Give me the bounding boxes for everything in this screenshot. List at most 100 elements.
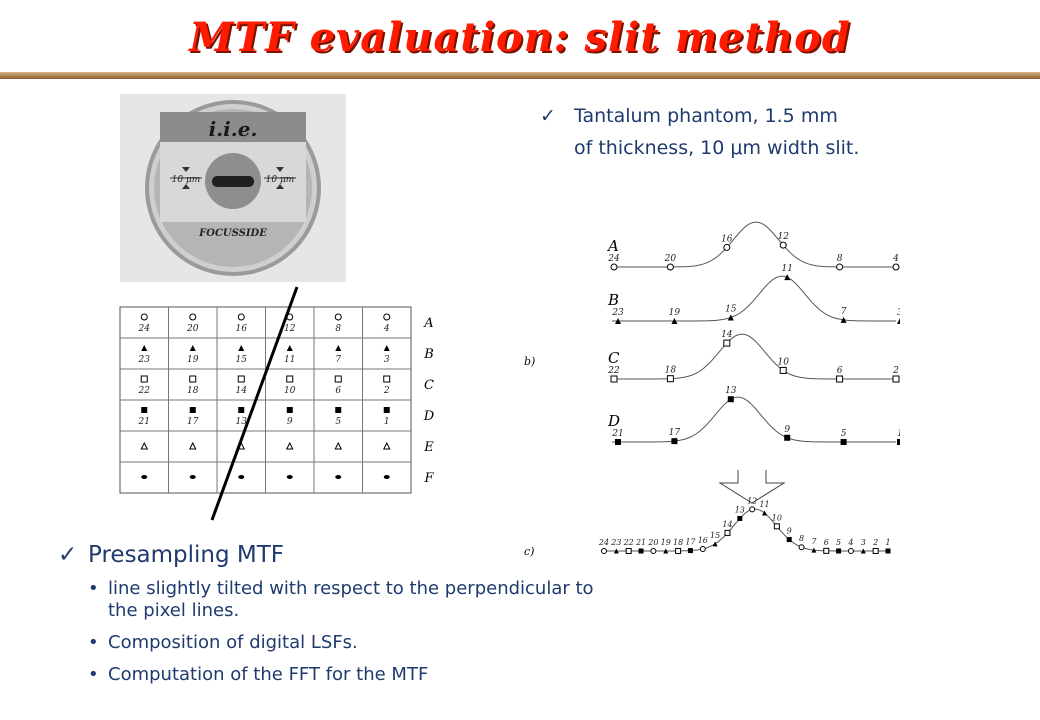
marker-square-open	[625, 548, 632, 554]
marker-triangle-open	[334, 441, 343, 450]
composite-point-label: 18	[673, 538, 683, 547]
presampling-heading: Presampling MTF	[88, 542, 285, 568]
lsf-row-label: A	[606, 237, 619, 255]
marker-circle	[723, 243, 731, 251]
marker-dot	[238, 475, 245, 479]
composite-point-label: 19	[661, 538, 671, 547]
marker-square	[897, 439, 903, 445]
marker-square	[727, 396, 734, 403]
marker-square-open	[872, 548, 879, 554]
lsf-curve	[612, 333, 896, 380]
marker-triangle	[383, 345, 390, 351]
lsf-point-label: 19	[669, 308, 681, 318]
grid-cell-value: 10	[284, 386, 296, 396]
grid-cell-value: 22	[138, 386, 151, 396]
lsf-row-label: C	[608, 349, 620, 367]
lsf-curve	[612, 396, 896, 443]
lsf-curve	[612, 221, 896, 268]
marker-square	[383, 407, 390, 413]
lsf-point-label: 5	[841, 429, 847, 439]
pixel-grid-diagram: 24 20 16 12 8 4 A 23 19 15 11 7 3 B 22 18 14 10 6 2 C 21 17 13 9…	[118, 305, 438, 495]
grid-cell-value: 17	[187, 417, 199, 427]
marker-circle	[666, 263, 674, 271]
lsf-point-label: 12	[777, 232, 789, 242]
marker-circle	[140, 313, 148, 321]
lsf-point-label: 10	[777, 357, 789, 367]
grid-cell-value: 4	[383, 324, 390, 334]
marker-square	[141, 407, 148, 413]
checkmark-icon: ✓	[58, 542, 78, 568]
grid-cell-value: 11	[284, 355, 295, 365]
presampling-heading-row: ✓ Presampling MTF	[58, 538, 598, 572]
marker-triangle	[762, 510, 768, 516]
marker-circle	[650, 547, 657, 554]
grid-cell-value: 12	[284, 324, 296, 334]
grid-cell-value: 1	[384, 417, 390, 427]
marker-square	[885, 548, 891, 554]
marker-circle	[601, 548, 607, 554]
marker-triangle	[189, 345, 196, 351]
marker-dot	[141, 475, 148, 479]
marker-square	[638, 548, 644, 554]
grid-cell-value: 8	[335, 324, 341, 334]
marker-circle	[699, 545, 706, 552]
marker-circle	[189, 313, 197, 321]
marker-square	[737, 515, 743, 521]
panel-label: c)	[524, 545, 534, 558]
grid-cell-value: 23	[138, 355, 151, 365]
marker-triangle	[613, 548, 619, 554]
grid-cell-value: 24	[138, 324, 151, 334]
marker-triangle	[671, 317, 678, 324]
phantom-slit-right: 10 μm	[266, 175, 295, 185]
composite-point-label: 8	[799, 534, 804, 543]
lsf-point-label: 11	[781, 264, 792, 274]
marker-square	[786, 537, 792, 543]
presampling-bullets: line slightly tilted with respect to the…	[58, 578, 598, 686]
grid-cell-value: 14	[236, 386, 248, 396]
composite-point-label: 14	[722, 520, 732, 529]
marker-circle	[892, 263, 900, 271]
composite-point-label: 7	[811, 537, 817, 546]
lsf-point-label: 9	[784, 425, 790, 435]
marker-square	[335, 407, 342, 413]
lsf-point-label: 2	[892, 366, 899, 376]
grid-cell-value: 18	[187, 386, 199, 396]
marker-square-open	[723, 339, 731, 347]
lsf-point-label: 14	[721, 330, 733, 340]
marker-triangle	[615, 318, 621, 324]
marker-square-open	[779, 366, 787, 374]
marker-triangle	[141, 345, 148, 351]
lsf-point-label: 8	[837, 254, 843, 264]
lsf-point-label: 24	[607, 254, 620, 264]
slide-title: MTF evaluation: slit method	[189, 14, 851, 61]
grid-cell-value: 6	[335, 386, 341, 396]
lsf-point-label: 17	[669, 428, 681, 438]
marker-square-open	[773, 523, 780, 530]
composite-point-label: 11	[759, 500, 769, 509]
lsf-point-label: 4	[892, 254, 899, 264]
composite-point-label: 1	[885, 538, 890, 547]
marker-triangle	[897, 317, 903, 324]
marker-triangle	[811, 547, 817, 553]
composite-point-label: 6	[824, 538, 829, 547]
lsf-point-label: 15	[725, 305, 737, 315]
marker-square-open	[892, 375, 900, 383]
grid-cell-value: 5	[335, 417, 341, 427]
grid-cell-value: 21	[138, 417, 150, 427]
marker-square	[836, 548, 842, 554]
lsf-point-label: 13	[725, 386, 737, 396]
marker-circle	[383, 313, 391, 321]
marker-circle	[836, 263, 844, 271]
grid-row-label: A	[423, 316, 433, 331]
marker-square-open	[286, 375, 294, 383]
marker-triangle	[727, 314, 734, 321]
lsf-point-label: 18	[665, 366, 677, 376]
phantom-image: i.i.e. 10 μm 10 μm FOCUSSIDE	[120, 94, 346, 282]
phantom-note-text: Tantalum phantom, 1.5 mm of thickness, 1…	[574, 105, 860, 159]
phantom-label: FOCUSSIDE	[198, 228, 267, 239]
presampling-section: ✓ Presampling MTF line slightly tilted wi…	[58, 538, 598, 696]
marker-square-open	[724, 529, 731, 536]
marker-triangle	[663, 548, 669, 554]
grid-row-label: C	[424, 378, 434, 393]
lsf-point-label: 22	[607, 366, 620, 376]
